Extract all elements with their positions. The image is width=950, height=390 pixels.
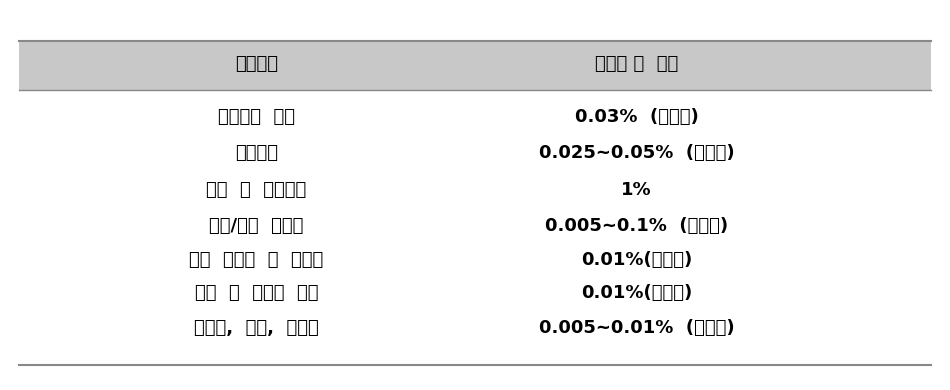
Text: 세첩제,  왔스,  광택제: 세첩제, 왔스, 광택제 [194,319,319,337]
Text: 표면  코팅제  및  페인트: 표면 코팅제 및 페인트 [189,251,324,269]
Text: 1%: 1% [621,181,652,199]
Text: 0.005~0.01%  (무게비): 0.005~0.01% (무게비) [539,319,734,337]
Text: 0.01%(무게비): 0.01%(무게비) [580,284,693,302]
Text: 0.03%  (무게비): 0.03% (무게비) [575,108,698,126]
Text: 합성섬유  카펫: 합성섬유 카펫 [218,108,295,126]
Text: 토너  및  프린터  잉크: 토너 및 프린터 잉크 [195,284,318,302]
Text: 생산품 내  농도: 생산품 내 농도 [595,55,678,73]
Text: 산업/가정  세정제: 산업/가정 세정제 [209,217,304,235]
Text: 생산물품: 생산물품 [235,55,278,73]
Text: 0.005~0.1%  (무게비): 0.005~0.1% (무게비) [545,217,728,235]
Text: 종이  및  종이보드: 종이 및 종이보드 [206,181,307,199]
Text: 0.025~0.05%  (무게비): 0.025~0.05% (무게비) [539,144,734,162]
Bar [19,41,931,90]
Text: 0.01%(무게비): 0.01%(무게비) [580,251,693,269]
Text: 가죽제품: 가죽제품 [235,144,278,162]
